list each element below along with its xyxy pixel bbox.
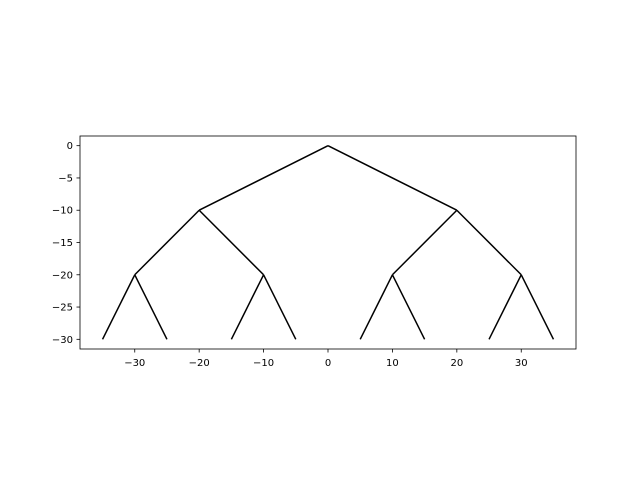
x-tick-label: −10: [253, 358, 274, 369]
tree-edge-6: [101, 274, 136, 340]
tree-edge-10: [359, 274, 394, 340]
x-tick-label: 30: [515, 358, 528, 369]
x-tick-label: −20: [189, 358, 210, 369]
tree-edge-1: [327, 145, 458, 211]
y-axis: 0 −5 −10 −15 −20 −25 −30: [52, 141, 80, 346]
tree-edge-9: [262, 274, 297, 340]
y-tick-label: −20: [52, 270, 73, 281]
tree-edge-0: [198, 145, 329, 211]
x-tick-label: −30: [124, 358, 145, 369]
y-tick-label: −10: [52, 206, 73, 217]
y-tick-label: 0: [67, 141, 73, 152]
tree-edge-7: [134, 274, 168, 340]
tree-edge-12: [488, 274, 522, 340]
tree-edge-8: [230, 274, 265, 340]
y-tick-label: −30: [52, 335, 73, 346]
y-tick-label: −15: [52, 238, 73, 249]
tree-edge-5: [456, 209, 522, 276]
x-tick-label: 0: [325, 358, 331, 369]
tree-edge-11: [391, 274, 426, 340]
tree-edge-13: [520, 274, 555, 340]
tree-lines: [101, 145, 555, 340]
x-tick-label: 20: [450, 358, 463, 369]
x-axis: −30 −20 −10 0 10 20 30: [124, 349, 528, 369]
tree-edge-3: [198, 209, 265, 276]
tree-edge-2: [134, 209, 200, 276]
y-tick-label: −5: [58, 173, 73, 184]
y-tick-label: −25: [52, 303, 73, 314]
x-tick-label: 10: [386, 358, 399, 369]
tree-edge-4: [391, 209, 458, 276]
